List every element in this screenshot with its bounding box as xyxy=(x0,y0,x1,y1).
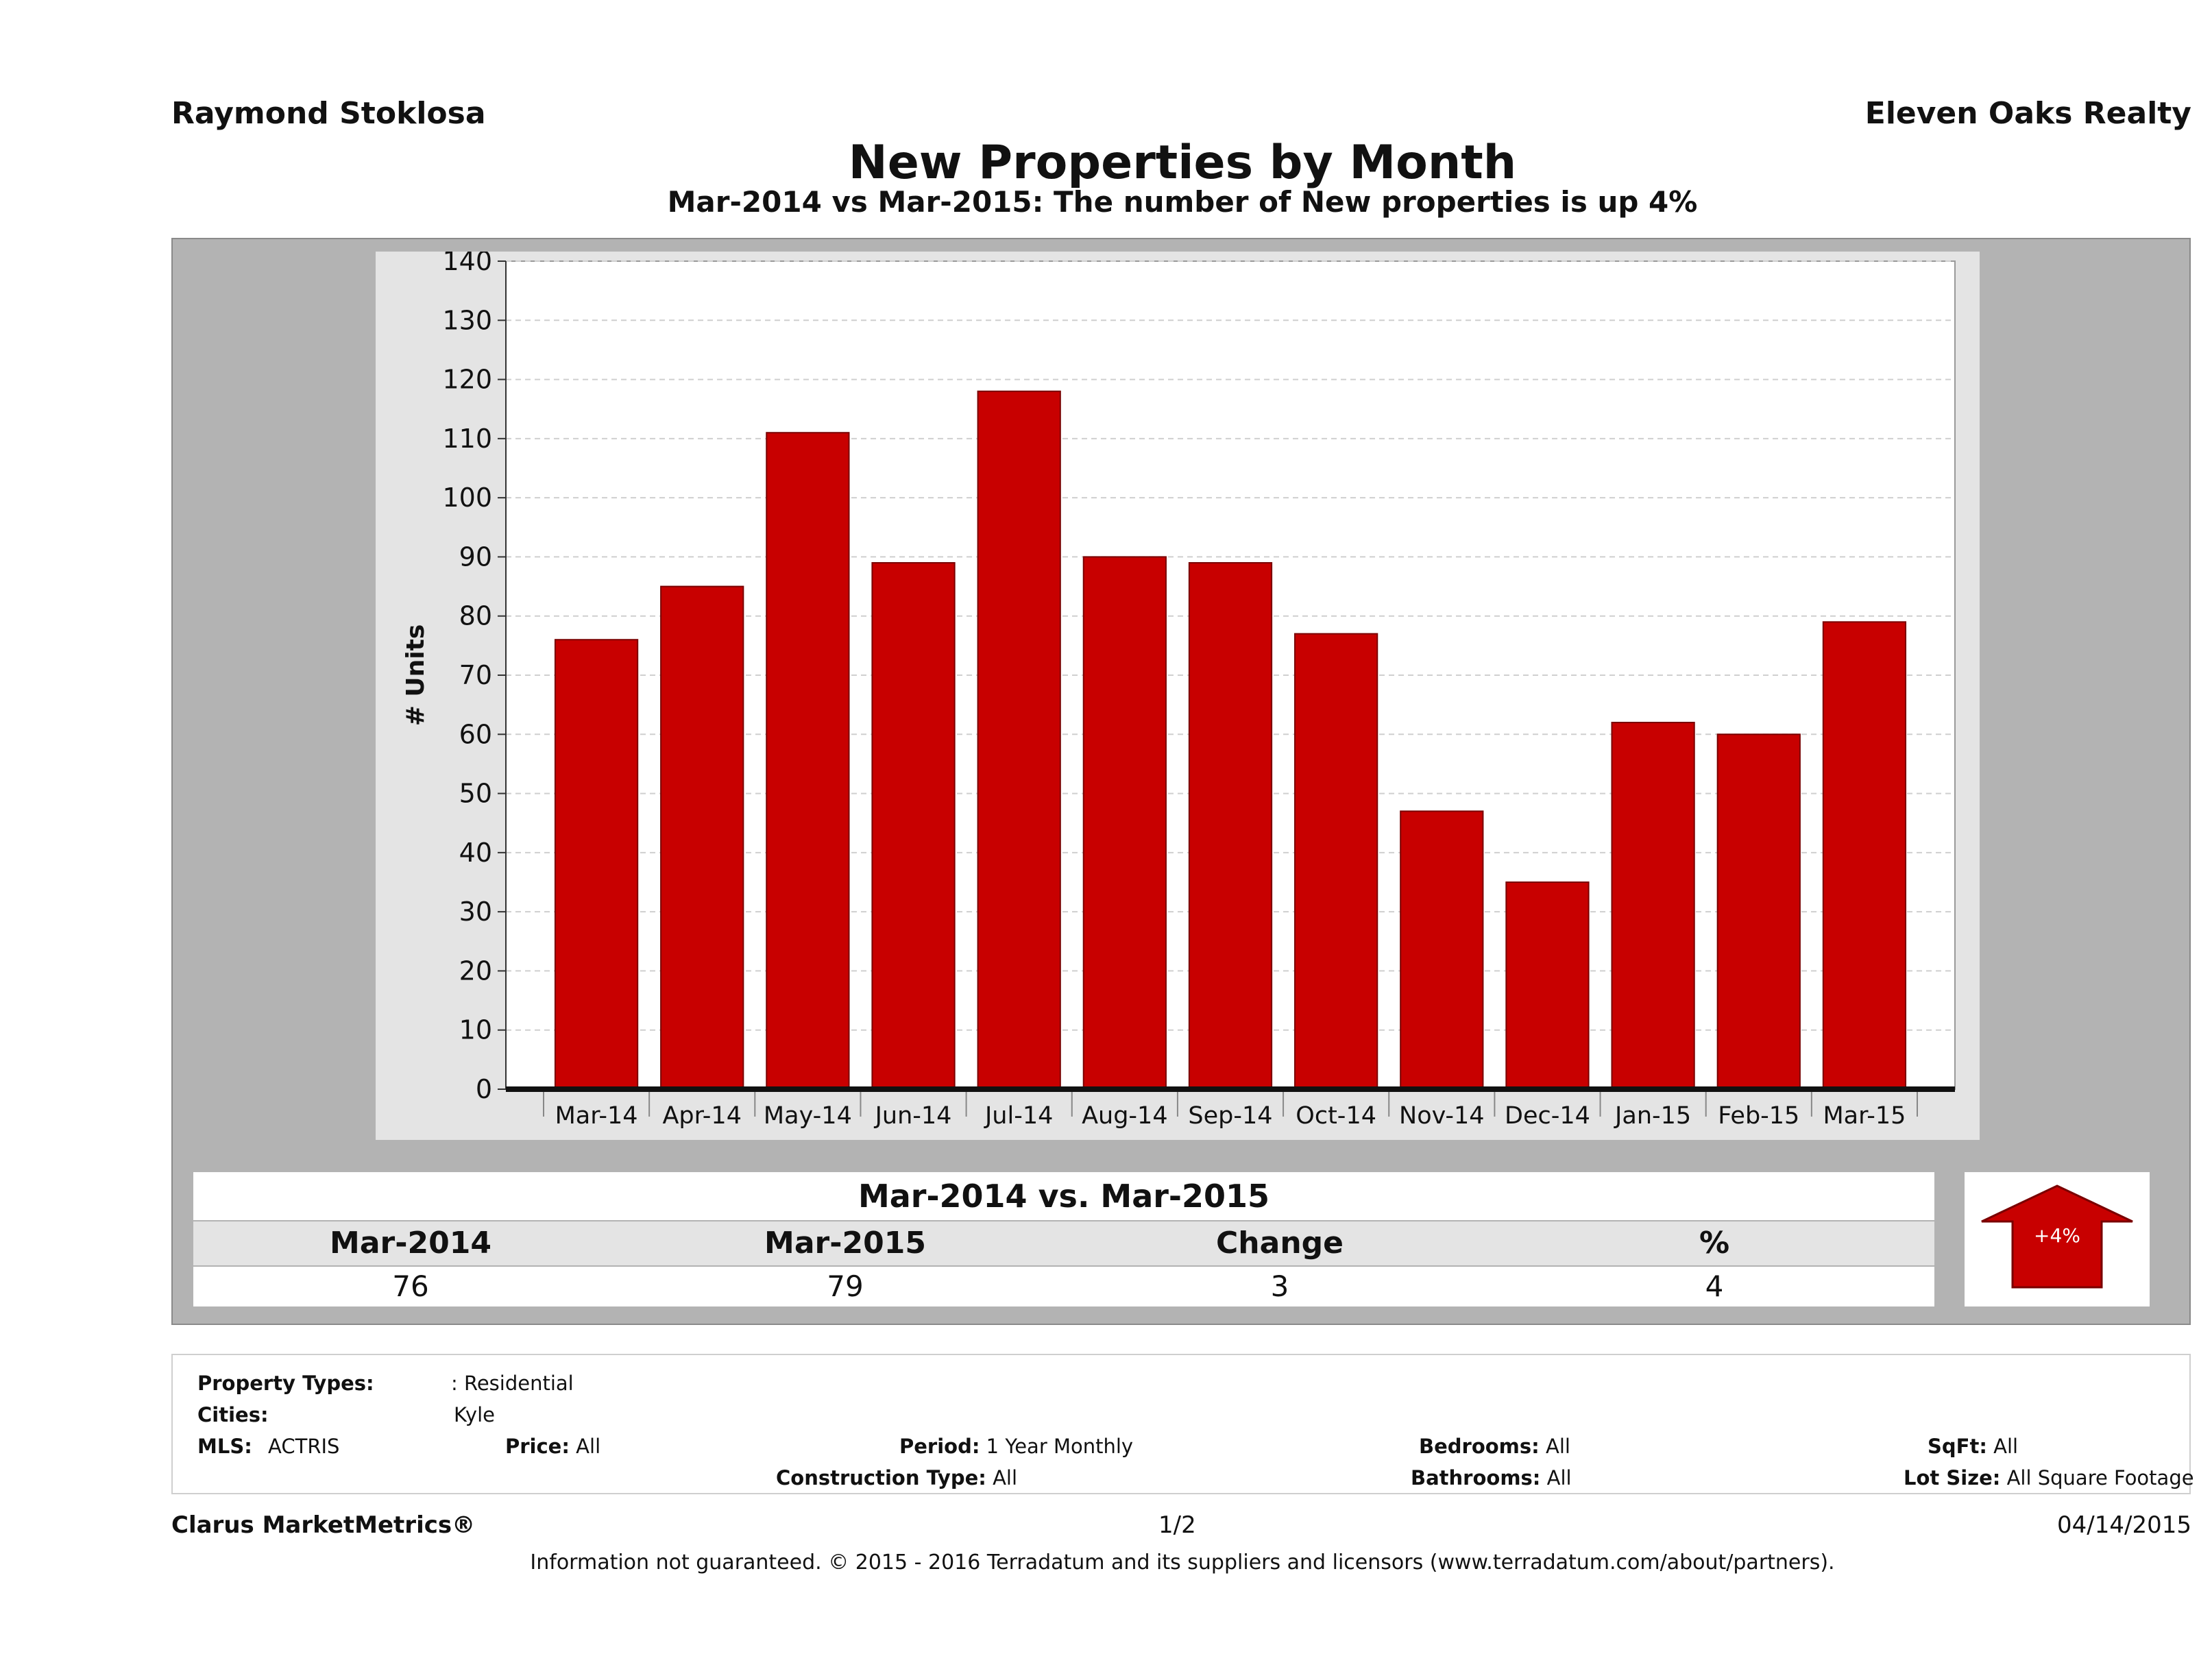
summary-header-change: Change xyxy=(1216,1226,1344,1261)
summary-header-row: Mar-2014 Mar-2015 Change % xyxy=(193,1221,1934,1265)
bar xyxy=(1505,881,1590,1090)
y-tick-label: 120 xyxy=(442,365,492,395)
bedrooms-value: All xyxy=(1545,1435,1570,1458)
agent-name: Raymond Stoklosa xyxy=(171,96,486,131)
sqft-value: All xyxy=(1993,1435,2019,1458)
x-tick-label: Mar-15 xyxy=(1823,1102,1906,1130)
summary-title: Mar-2014 vs. Mar-2015 xyxy=(193,1172,1934,1220)
cities-label: Cities: xyxy=(197,1403,269,1426)
bathrooms-label: Bathrooms: xyxy=(1411,1466,1541,1489)
report-date: 04/14/2015 xyxy=(2057,1511,2191,1539)
y-tick-label: 40 xyxy=(459,838,492,868)
disclaimer: Information not guaranteed. © 2015 - 201… xyxy=(530,1551,1835,1574)
x-tick-label: Jul-14 xyxy=(984,1102,1053,1130)
sqft-label: SqFt: xyxy=(1928,1435,1987,1458)
bar xyxy=(1611,722,1695,1090)
x-tick-label: May-14 xyxy=(764,1102,852,1130)
summary-header-mar2014: Mar-2014 xyxy=(330,1226,491,1261)
y-tick-label: 90 xyxy=(459,542,492,572)
criteria-box: Property Types: : Residential Cities: Ky… xyxy=(171,1354,2194,1494)
page-number: 1/2 xyxy=(1158,1511,1196,1539)
y-tick-label: 50 xyxy=(459,779,492,809)
summary-value-mar2015: 79 xyxy=(827,1269,864,1303)
y-tick-label: 130 xyxy=(442,305,492,335)
x-tick-label: Oct-14 xyxy=(1296,1102,1376,1130)
construction-label: Construction Type: xyxy=(776,1466,986,1489)
x-tick-label: Sep-14 xyxy=(1188,1102,1272,1130)
x-tick-label: Jun-14 xyxy=(874,1102,952,1130)
bathrooms-value: All xyxy=(1546,1466,1572,1489)
bar xyxy=(1294,633,1378,1090)
period-label: Period: xyxy=(899,1435,980,1458)
summary-value-row: 76 79 3 4 xyxy=(193,1267,1934,1306)
up-arrow-icon: +4% xyxy=(1981,1184,2133,1289)
y-tick-label: 30 xyxy=(459,897,492,927)
chart-frame: 0 10 20 30 40 50 60 70 80 90 100 110 120 130 140 # Unit… xyxy=(376,252,1980,1140)
bar xyxy=(1716,733,1801,1090)
construction-value: All xyxy=(993,1466,1018,1489)
bedrooms-label: Bedrooms: xyxy=(1419,1435,1540,1458)
x-tick-label: Apr-14 xyxy=(662,1102,741,1130)
x-tick-label: Nov-14 xyxy=(1399,1102,1485,1130)
y-axis-label: # Units xyxy=(402,624,430,727)
summary-header-mar2015: Mar-2015 xyxy=(764,1226,926,1261)
brokerage-name: Eleven Oaks Realty xyxy=(1864,96,2191,131)
change-badge: +4% xyxy=(1965,1172,2150,1306)
property-types-label: Property Types: xyxy=(197,1372,374,1395)
bar xyxy=(660,585,744,1091)
bar xyxy=(766,432,850,1090)
y-tick-label: 60 xyxy=(459,719,492,749)
bar xyxy=(1082,556,1167,1090)
summary-value-percent: 4 xyxy=(1705,1269,1724,1303)
bar xyxy=(977,390,1061,1091)
price-label: Price: xyxy=(505,1435,570,1458)
bar xyxy=(1188,562,1273,1090)
x-tick-label: Aug-14 xyxy=(1082,1102,1168,1130)
y-tick-label: 10 xyxy=(459,1015,492,1045)
summary-value-mar2014: 76 xyxy=(392,1269,429,1303)
y-tick-label: 70 xyxy=(459,660,492,690)
mls-label: MLS: xyxy=(197,1435,252,1458)
bar xyxy=(871,562,956,1090)
price-value: All xyxy=(576,1435,601,1458)
y-tick-label: 100 xyxy=(442,483,492,513)
badge-label: +4% xyxy=(2034,1224,2080,1247)
lot-size-label: Lot Size: xyxy=(1904,1466,2001,1489)
period-value: 1 Year Monthly xyxy=(986,1435,1134,1458)
mls-value: ACTRIS xyxy=(268,1435,340,1458)
y-tick-label: 80 xyxy=(459,601,492,631)
product-name: Clarus MarketMetrics® xyxy=(171,1511,476,1539)
cities-value: Kyle xyxy=(454,1403,495,1426)
y-tick-label: 0 xyxy=(476,1074,492,1104)
lot-size-value: All Square Footage xyxy=(2006,1466,2194,1489)
bar xyxy=(1400,810,1484,1090)
page-title: New Properties by Month xyxy=(848,136,1517,190)
x-tick-label: Mar-14 xyxy=(555,1102,638,1130)
y-tick-label: 110 xyxy=(442,424,492,454)
x-tick-label: Jan-15 xyxy=(1614,1102,1691,1130)
summary-value-change: 3 xyxy=(1270,1269,1289,1303)
page-subtitle: Mar-2014 vs Mar-2015: The number of New … xyxy=(667,185,1698,219)
y-tick-label: 140 xyxy=(442,252,492,276)
bar xyxy=(1822,621,1907,1090)
y-tick-label: 20 xyxy=(459,956,492,986)
bar-chart: 0 10 20 30 40 50 60 70 80 90 100 110 120 130 140 # Unit… xyxy=(402,252,1956,1130)
x-tick-label: Dec-14 xyxy=(1505,1102,1590,1130)
x-tick-label: Feb-15 xyxy=(1718,1102,1799,1130)
property-types-value: : Residential xyxy=(451,1372,574,1395)
bar xyxy=(554,639,639,1090)
summary-header-percent: % xyxy=(1699,1226,1730,1261)
